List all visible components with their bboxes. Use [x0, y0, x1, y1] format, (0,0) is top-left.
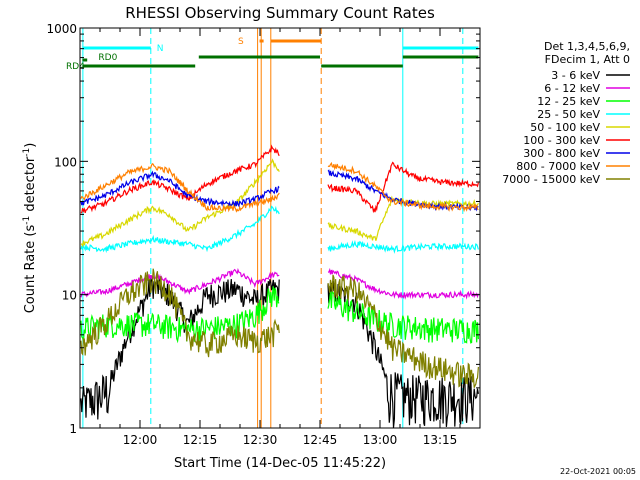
series-line-2-seg-0	[80, 286, 280, 344]
x-tick-label-0: 12:00	[123, 433, 158, 447]
legend-label-7: 800 - 7000 keV	[516, 160, 600, 173]
legend-header-line-1: Det 1,3,4,5,6,9,	[544, 40, 630, 53]
series-line-7-seg-1	[327, 161, 479, 213]
y-tick-label-2: 100	[54, 155, 77, 169]
series-line-8-seg-1	[327, 274, 479, 388]
y-axis-label-sup1: -1	[22, 216, 32, 225]
y-tick-label-3: 1000	[46, 22, 77, 36]
chart-title: RHESSI Observing Summary Count Rates	[125, 4, 435, 22]
series-line-7-seg-0	[80, 163, 280, 213]
series-line-2-seg-1	[327, 290, 479, 344]
legend-label-4: 50 - 100 keV	[530, 121, 600, 134]
series-line-4-seg-0	[80, 158, 280, 248]
x-tick-label-1: 12:15	[183, 433, 218, 447]
plot-area: N RD0 RD4 S	[66, 28, 479, 428]
legend: Det 1,3,4,5,6,9, FDecim 1, Att 0 3 - 6 k…	[502, 40, 630, 186]
y-axis-label: Count Rate (s-1 detector-1)	[22, 143, 38, 314]
legend-label-8: 7000 - 15000 keV	[502, 173, 600, 186]
x-tick-label-5: 13:15	[423, 433, 458, 447]
x-tick-label-4: 13:00	[363, 433, 398, 447]
legend-label-6: 300 - 800 keV	[523, 147, 600, 160]
x-tick-label-2: 12:30	[243, 433, 278, 447]
legend-label-2: 12 - 25 keV	[537, 95, 600, 108]
legend-label-5: 100 - 300 keV	[523, 134, 600, 147]
footer-date: 22-Oct-2021 00:05	[560, 467, 636, 476]
legend-header-line-2: FDecim 1, Att 0	[545, 53, 630, 66]
flag-label-rd0: RD0	[98, 53, 117, 63]
series-line-0-seg-0	[80, 275, 280, 420]
flag-label-n: N	[157, 44, 164, 54]
axes: 1 10 100 1000 12:00 12:15 12:30 12:45 13:00 13:15	[46, 22, 481, 447]
legend-label-0: 3 - 6 keV	[551, 69, 600, 82]
series-line-3-seg-1	[327, 239, 479, 254]
x-tick-label-3: 12:45	[303, 433, 338, 447]
y-tick-label-1: 10	[62, 289, 77, 303]
flag-label-rd4: RD4	[66, 62, 85, 72]
legend-label-3: 25 - 50 keV	[537, 108, 600, 121]
series-line-3-seg-0	[80, 205, 280, 254]
series-line-5-seg-0	[80, 144, 280, 214]
series-line-6-seg-0	[80, 170, 280, 208]
series-line-1-seg-1	[327, 267, 479, 300]
y-axis-label-mid: detector	[23, 156, 38, 216]
y-tick-label-0: 1	[69, 422, 77, 436]
legend-label-1: 6 - 12 keV	[544, 82, 600, 95]
y-axis-label-end: )	[23, 143, 38, 148]
series-line-8-seg-0	[80, 268, 280, 358]
series-line-5-seg-1	[327, 161, 479, 214]
flag-label-s: S	[238, 37, 244, 47]
series-line-0-seg-1	[327, 280, 479, 428]
y-axis-label-main: Count Rate (s	[23, 225, 38, 314]
y-axis-label-sup2: -1	[22, 148, 32, 157]
x-axis-label: Start Time (14-Dec-05 11:45:22)	[174, 456, 386, 471]
series-line-1-seg-0	[80, 267, 280, 298]
